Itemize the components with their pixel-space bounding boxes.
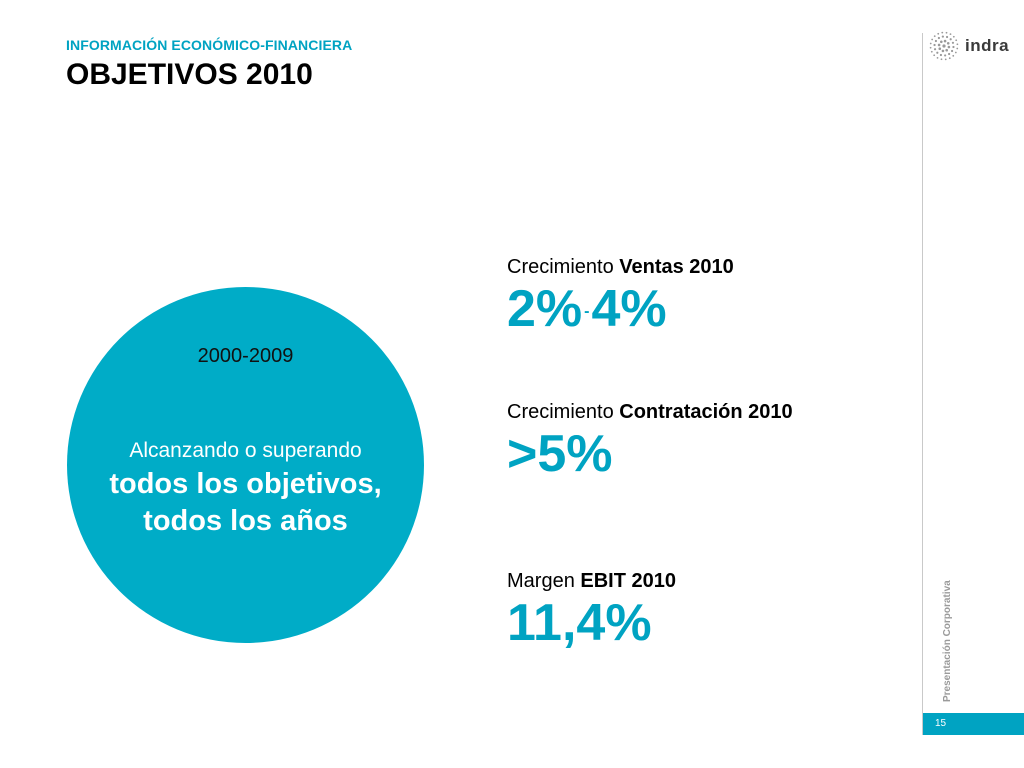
logo-dot <box>941 35 944 38</box>
logo-dot <box>944 54 947 57</box>
metric-label-regular: Crecimiento <box>507 401 614 423</box>
metric-label-bold: Contratación 2010 <box>619 401 793 423</box>
logo-dot <box>945 35 949 39</box>
logo-dot <box>933 48 937 51</box>
logo-dot <box>940 40 943 44</box>
logo-dot <box>949 33 952 36</box>
page-number-tab: 15 <box>923 713 1024 735</box>
brand-logo: indra <box>929 31 1009 61</box>
circle-line-3: todos los años <box>143 505 348 537</box>
logo-dot <box>956 47 959 50</box>
metric-label-bold: EBIT 2010 <box>580 570 676 592</box>
logo-dot <box>933 35 936 38</box>
logo-dot <box>930 50 933 53</box>
logo-dot <box>941 49 945 53</box>
logo-dot <box>937 36 940 40</box>
logo-dot <box>937 43 941 47</box>
logo-dot <box>933 54 936 57</box>
circle-message: Alcanzando o superando todos los objetiv… <box>67 436 424 540</box>
metric-contratacion: Crecimiento Contratación 2010 >5% <box>507 401 793 484</box>
logo-dot <box>940 58 943 61</box>
metric-value-high: 4% <box>591 280 667 338</box>
section-subtitle: INFORMACIÓN ECONÓMICO-FINANCIERA <box>66 37 353 53</box>
logo-dot <box>952 54 955 57</box>
logo-dot <box>949 38 952 41</box>
logo-dot <box>938 47 942 50</box>
logo-dot <box>954 51 957 54</box>
logo-dot <box>946 42 950 45</box>
logo-dot <box>942 44 946 48</box>
logo-dot <box>933 43 936 47</box>
logo-dot <box>952 45 955 49</box>
logo-dot <box>948 52 951 56</box>
logo-dot <box>929 42 932 45</box>
logo-dot <box>936 51 939 54</box>
metric-label-regular: Crecimiento <box>507 256 614 278</box>
metric-value: 11,4% <box>507 594 652 652</box>
logo-dot <box>937 32 940 35</box>
circle-line-1: Alcanzando o superando <box>129 439 362 462</box>
logo-dot <box>931 38 934 41</box>
metric-ventas: Crecimiento Ventas 2010 2% -4% <box>507 256 734 342</box>
metric-value: 2% -4% <box>507 279 734 342</box>
page-title: OBJETIVOS 2010 <box>66 58 313 91</box>
metric-value-separator: - <box>584 303 590 321</box>
metric-label: Margen EBIT 2010 <box>507 570 676 593</box>
logo-dot <box>952 35 955 38</box>
logo-dot <box>934 39 938 43</box>
logo-dot <box>939 53 943 57</box>
metric-label: Crecimiento Ventas 2010 <box>507 256 734 279</box>
page-number: 15 <box>935 718 947 729</box>
circle-line-2: todos los objetivos, <box>109 468 382 500</box>
logo-text: indra <box>965 36 1010 55</box>
logo-dot <box>936 56 939 59</box>
logo-dot <box>929 46 932 49</box>
circle-years: 2000-2009 <box>197 345 294 367</box>
logo-dot <box>951 41 955 44</box>
metric-value: >5% <box>507 425 613 483</box>
metric-ebit: Margen EBIT 2010 11,4% <box>507 570 676 653</box>
logo-dot <box>944 58 947 61</box>
logo-dot <box>947 45 951 49</box>
logo-dot <box>948 57 951 60</box>
presentation-label: Presentación Corporativa <box>942 580 953 702</box>
logo-dot <box>945 48 948 52</box>
logo-dot <box>950 49 954 53</box>
logo-dot <box>941 31 944 34</box>
highlight-circle: 2000-2009 Alcanzando o superando todos l… <box>67 287 424 643</box>
metric-value-low: 2% <box>507 280 583 338</box>
indra-logo-icon <box>929 31 959 61</box>
logo-dot <box>955 39 958 42</box>
metric-label: Crecimiento Contratación 2010 <box>507 401 793 424</box>
sidebar-divider <box>922 33 923 735</box>
logo-dot <box>943 39 947 43</box>
logo-dot <box>945 31 948 34</box>
logo-dot <box>956 43 959 46</box>
metric-label-bold: Ventas 2010 <box>619 256 734 278</box>
metric-label-regular: Margen <box>507 570 575 592</box>
